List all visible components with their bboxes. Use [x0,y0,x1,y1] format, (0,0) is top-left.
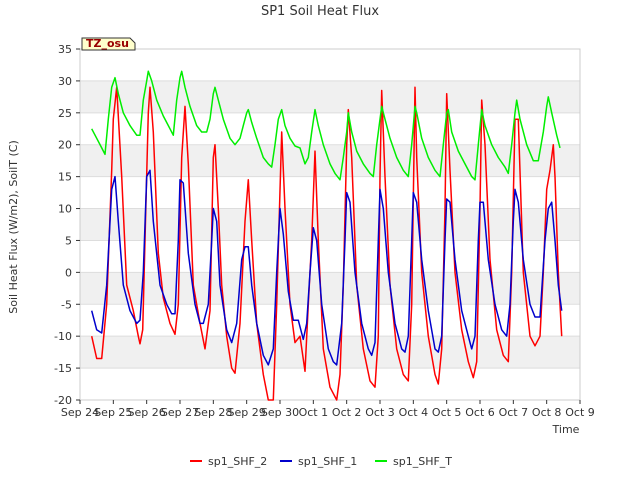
background-band [80,80,580,113]
y-tick-label: 15 [58,171,72,184]
x-tick-label: Oct 2 [332,406,362,419]
x-tick-label: Oct 3 [365,406,395,419]
x-tick-label: Sep 29 [228,406,266,419]
x-tick-label: Oct 9 [565,406,595,419]
y-axis-label: Soil Heat Flux (W/m2), SoilT (C) [7,140,20,313]
site-badge: TZ_osu [81,37,136,51]
y-tick-label: -5 [61,298,72,311]
y-tick-label: 30 [58,75,72,88]
legend-label-sp1_SHF_1: sp1_SHF_1 [298,455,357,468]
series-line-sp1_SHF_2 [90,86,563,401]
background-band [80,272,580,305]
grid-lines [80,48,580,401]
plot-area-frame [79,48,581,401]
x-tick-label: Sep 27 [161,406,199,419]
x-tick-label: Oct 8 [532,406,562,419]
y-tick-label: -15 [54,362,72,375]
y-tick-label: -10 [54,330,72,343]
plot-background-bands [80,80,580,369]
x-tick-label: Oct 7 [499,406,529,419]
y-tick-label: -20 [54,394,72,407]
badge-label: TZ_osu [86,37,129,50]
background-band [80,208,580,241]
legend-label-sp1_SHF_T: sp1_SHF_T [393,455,452,468]
x-tick-label: Oct 6 [465,406,495,419]
chart-title: SP1 Soil Heat Flux [261,4,379,19]
legend-label-sp1_SHF_2: sp1_SHF_2 [208,455,267,468]
x-tick-label: Oct 4 [399,406,429,419]
y-tick-label: 10 [58,203,72,216]
y-tick-label: 5 [65,234,72,247]
x-tick-label: Sep 28 [194,406,232,419]
x-axis-label: Time [552,423,580,436]
x-tick-label: Sep 25 [94,406,132,419]
series-line-sp1_SHF_T [91,70,561,181]
y-tick-label: 25 [58,107,72,120]
background-band [80,144,580,177]
x-tick-label: Sep 24 [61,406,99,419]
x-tick-label: Sep 26 [128,406,166,419]
legend: sp1_SHF_2 sp1_SHF_1 sp1_SHF_T [190,455,452,468]
badge-box [81,37,136,51]
x-tick-label: Sep 30 [261,406,299,419]
series-line-sp1_SHF_1 [90,169,563,366]
y-tick-label: 35 [58,43,72,56]
x-tick-label: Oct 5 [432,406,462,419]
y-axis-ticks: -20 -15 -10 -5 0 5 10 15 20 25 30 35 [54,43,80,407]
x-tick-label: Oct 1 [299,406,329,419]
y-tick-label: 20 [58,139,72,152]
y-tick-label: 0 [65,266,72,279]
series-lines [90,70,563,401]
